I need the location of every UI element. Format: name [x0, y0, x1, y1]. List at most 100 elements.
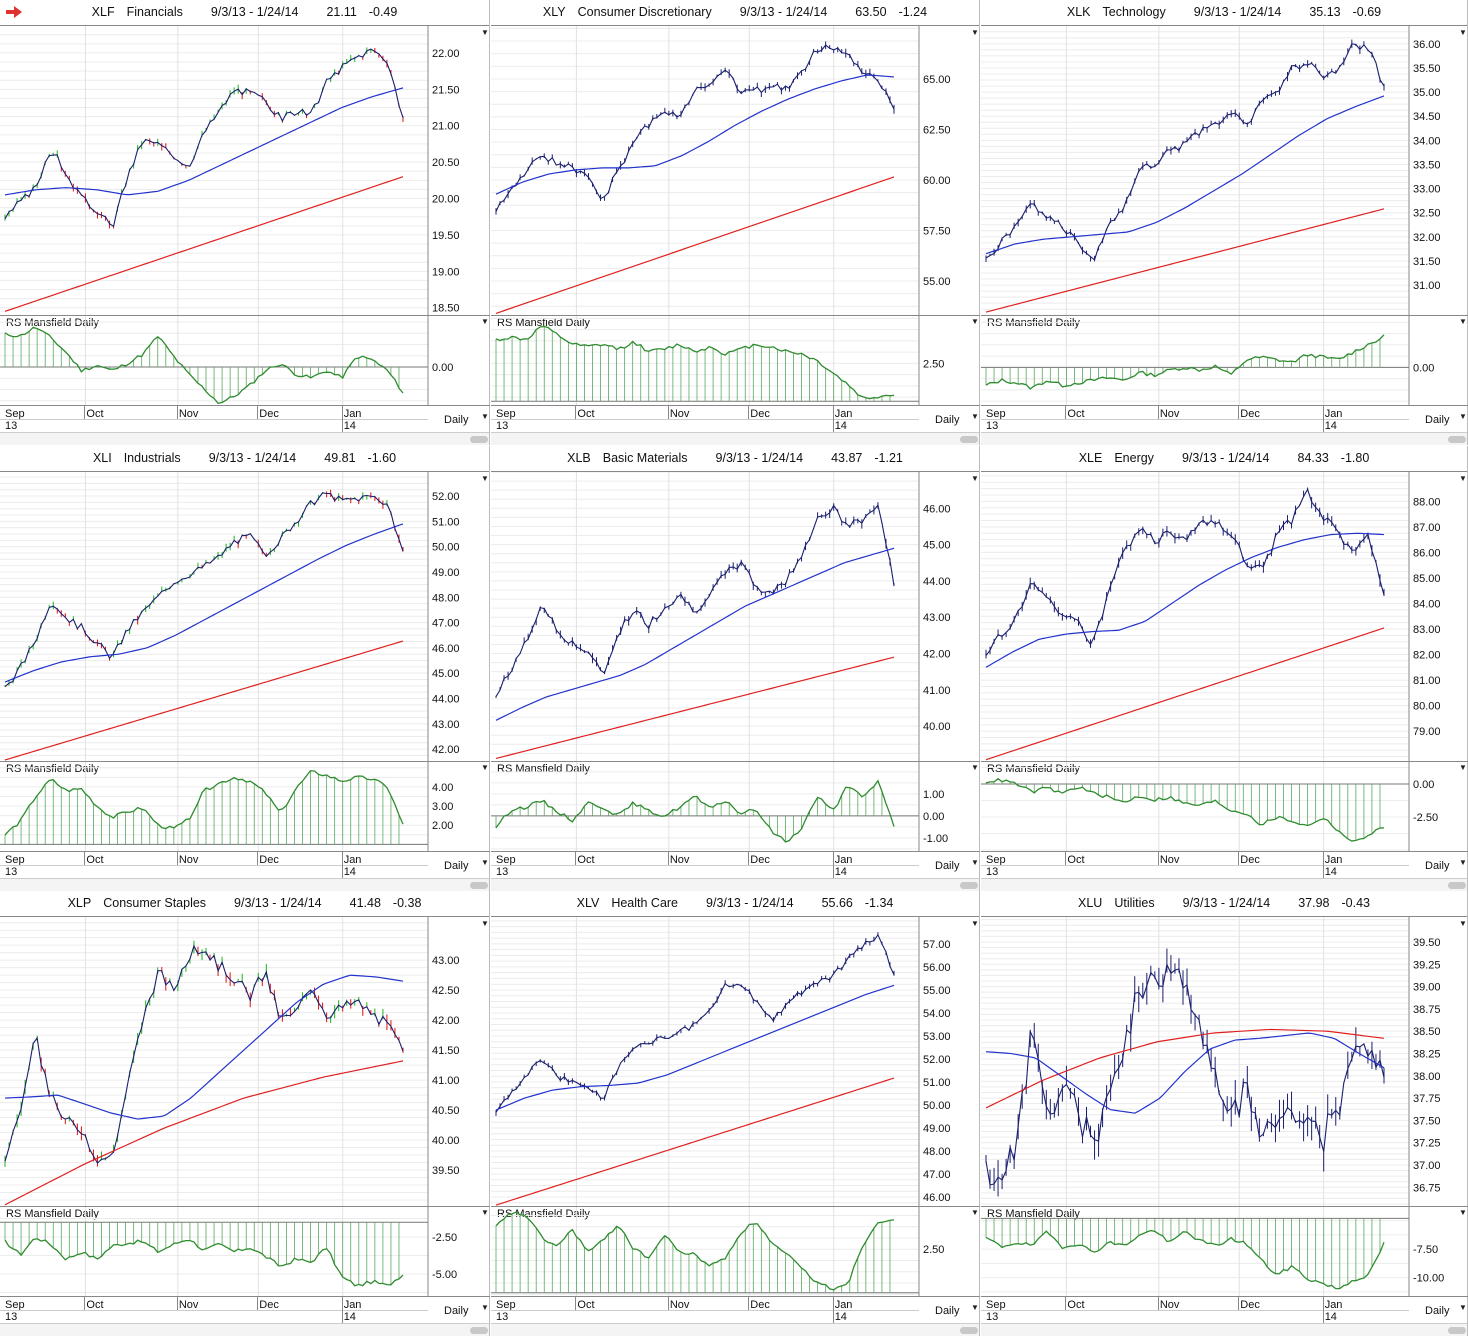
horizontal-scrollbar[interactable] — [491, 1323, 979, 1336]
dropdown-triangle-icon[interactable]: ▼ — [971, 28, 979, 37]
chart-header: XLE Energy 9/3/13 - 1/24/14 84.33 -1.80 — [981, 446, 1467, 472]
chart-panel-xli[interactable]: XLI Industrials 9/3/13 - 1/24/14 49.81 -1.60… — [0, 446, 490, 891]
price-chart[interactable]: 57.00 56.00 55.00 54.00 53.00 52.00 51.00 50.00… — [491, 917, 980, 1206]
chart-panel-xlb[interactable]: XLB Basic Materials 9/3/13 - 1/24/14 43.87-… — [491, 446, 980, 891]
chart-panel-xlk[interactable]: XLK Technology 9/3/13 - 1/24/14 35.13 -0.69 ▼… — [981, 0, 1468, 445]
dropdown-triangle-icon[interactable]: ▼ — [1459, 919, 1467, 928]
scroll-thumb[interactable] — [1448, 436, 1466, 443]
dropdown-triangle-icon[interactable]: ▼ — [481, 412, 489, 421]
scroll-thumb[interactable] — [1448, 1327, 1466, 1334]
period-selector[interactable]: Daily — [935, 414, 960, 426]
dropdown-triangle-icon[interactable]: ▼ — [971, 1208, 979, 1217]
horizontal-scrollbar[interactable] — [981, 1323, 1467, 1336]
last-price: 43.87 — [831, 451, 863, 465]
rs-mansfield-chart[interactable]: 2.50 — [491, 315, 980, 405]
horizontal-scrollbar[interactable] — [981, 432, 1467, 445]
scroll-thumb[interactable] — [470, 436, 488, 443]
chart-panel-xlf[interactable]: XLF Financials 9/3/13 - 1/24/14 21.11 -0.49 ▼… — [0, 0, 490, 445]
rs-mansfield-chart[interactable]: 0.00 — [0, 315, 490, 405]
horizontal-scrollbar[interactable] — [491, 878, 979, 891]
dropdown-triangle-icon[interactable]: ▼ — [481, 28, 489, 37]
period-selector[interactable]: Daily — [1425, 1305, 1450, 1317]
chart-panel-xlv[interactable]: XLV Health Care 9/3/13 - 1/24/14 55.66 -1.34… — [491, 891, 980, 1336]
dropdown-triangle-icon[interactable]: ▼ — [1459, 1208, 1467, 1217]
scroll-thumb[interactable] — [470, 1327, 488, 1334]
scroll-thumb[interactable] — [960, 436, 978, 443]
chart-header: XLF Financials 9/3/13 - 1/24/14 21.11 -0.49 — [0, 0, 489, 26]
rs-mansfield-chart[interactable]: 0.00 — [981, 315, 1468, 405]
price-chart[interactable]: 46.00 45.00 44.00 43.00 42.00 41.00 40.00 — [491, 472, 980, 761]
rs-mansfield-chart[interactable]: 0.00 -2.50 — [981, 761, 1468, 851]
year-label: 14 — [834, 420, 847, 432]
dropdown-triangle-icon[interactable]: ▼ — [1459, 858, 1467, 867]
price-chart[interactable]: 43.00 42.50 42.00 41.50 41.00 40.50 40.00 39.50 — [0, 917, 490, 1206]
dropdown-triangle-icon[interactable]: ▼ — [1459, 317, 1467, 326]
dropdown-triangle-icon[interactable]: ▼ — [481, 763, 489, 772]
chart-panel-xlp[interactable]: XLP Consumer Staples 9/3/13 - 1/24/14 41.48… — [0, 891, 490, 1336]
dropdown-triangle-icon[interactable]: ▼ — [1459, 474, 1467, 483]
scroll-thumb[interactable] — [960, 1327, 978, 1334]
dropdown-triangle-icon[interactable]: ▼ — [481, 474, 489, 483]
horizontal-scrollbar[interactable] — [0, 432, 489, 445]
y-tick-label: 86.00 — [1413, 547, 1441, 559]
dropdown-triangle-icon[interactable]: ▼ — [1459, 28, 1467, 37]
y-tick-label: 43.00 — [432, 719, 460, 731]
dropdown-triangle-icon[interactable]: ▼ — [481, 1208, 489, 1217]
rs-line — [495, 779, 895, 843]
year-label: 14 — [343, 866, 356, 878]
price-chart[interactable]: 22.00 21.50 21.00 20.50 20.00 19.50 19.00 18.50 — [0, 26, 490, 315]
period-selector[interactable]: Daily — [935, 1305, 960, 1317]
rs-mansfield-chart[interactable]: 1.00 0.00 -1.00 — [491, 761, 980, 851]
dropdown-triangle-icon[interactable]: ▼ — [971, 858, 979, 867]
dropdown-triangle-icon[interactable]: ▼ — [481, 919, 489, 928]
period-selector[interactable]: Daily — [444, 860, 469, 872]
dropdown-triangle-icon[interactable]: ▼ — [481, 1303, 489, 1312]
dropdown-triangle-icon[interactable]: ▼ — [971, 919, 979, 928]
dropdown-triangle-icon[interactable]: ▼ — [1459, 412, 1467, 421]
chart-panel-xly[interactable]: XLY Consumer Discretionary 9/3/13 - 1/24/1… — [491, 0, 980, 445]
chart-panel-xlu[interactable]: XLU Utilities 9/3/13 - 1/24/14 37.98 -0.43 ▼ R… — [981, 891, 1468, 1336]
price-chart[interactable]: 88.00 87.00 86.00 85.00 84.00 83.00 82.00 81.00… — [981, 472, 1468, 761]
horizontal-scrollbar[interactable] — [491, 432, 979, 445]
horizontal-scrollbar[interactable] — [0, 1323, 489, 1336]
month-label: Jan — [1324, 408, 1343, 420]
month-label: Dec — [1240, 854, 1260, 866]
horizontal-scrollbar[interactable] — [0, 878, 489, 891]
price-chart[interactable]: 52.00 51.00 50.00 49.00 48.00 47.00 46.00 45.00… — [0, 472, 490, 761]
month-label: Nov — [669, 854, 690, 866]
period-selector[interactable]: Daily — [1425, 860, 1450, 872]
year-label: 14 — [1324, 1311, 1337, 1323]
rs-mansfield-chart[interactable]: 4.00 3.00 2.00 — [0, 761, 490, 851]
y-tick-label: 42.00 — [432, 1015, 460, 1027]
scroll-thumb[interactable] — [470, 882, 488, 889]
y-tick-label: 34.00 — [1413, 135, 1441, 147]
price-chart[interactable]: 65.00 62.50 60.00 57.50 55.00 — [491, 26, 980, 315]
period-selector[interactable]: Daily — [935, 860, 960, 872]
dropdown-triangle-icon[interactable]: ▼ — [971, 1303, 979, 1312]
dropdown-triangle-icon[interactable]: ▼ — [481, 858, 489, 867]
dropdown-triangle-icon[interactable]: ▼ — [1459, 763, 1467, 772]
horizontal-scrollbar[interactable] — [981, 878, 1467, 891]
dropdown-triangle-icon[interactable]: ▼ — [971, 317, 979, 326]
dropdown-triangle-icon[interactable]: ▼ — [481, 317, 489, 326]
rs-mansfield-chart[interactable]: 2.50 — [491, 1206, 980, 1296]
period-selector[interactable]: Daily — [444, 1305, 469, 1317]
date-axis: Sep Oct Nov Dec Jan 13 14 — [981, 405, 1409, 433]
period-selector[interactable]: Daily — [444, 414, 469, 426]
rs-mansfield-chart[interactable]: -2.50 -5.00 — [0, 1206, 490, 1296]
dropdown-triangle-icon[interactable]: ▼ — [971, 412, 979, 421]
price-chart[interactable]: 36.00 35.50 35.00 34.50 34.00 33.50 33.00 32.50… — [981, 26, 1468, 315]
rs-mansfield-chart[interactable]: -7.50 -10.00 — [981, 1206, 1468, 1296]
dropdown-triangle-icon[interactable]: ▼ — [971, 474, 979, 483]
rs-tick-label: 2.00 — [432, 820, 453, 832]
scroll-thumb[interactable] — [1448, 882, 1466, 889]
price-chart[interactable]: 39.50 39.25 39.00 38.75 38.50 38.25 38.00 37.75… — [981, 917, 1468, 1206]
y-tick-label: 50.00 — [923, 1100, 951, 1112]
red-arrow-icon[interactable] — [6, 6, 22, 18]
scroll-thumb[interactable] — [960, 882, 978, 889]
month-label: Nov — [1159, 1299, 1180, 1311]
dropdown-triangle-icon[interactable]: ▼ — [971, 763, 979, 772]
dropdown-triangle-icon[interactable]: ▼ — [1459, 1303, 1467, 1312]
chart-panel-xle[interactable]: XLE Energy 9/3/13 - 1/24/14 84.33 -1.80 ▼ RS M… — [981, 446, 1468, 891]
period-selector[interactable]: Daily — [1425, 414, 1450, 426]
